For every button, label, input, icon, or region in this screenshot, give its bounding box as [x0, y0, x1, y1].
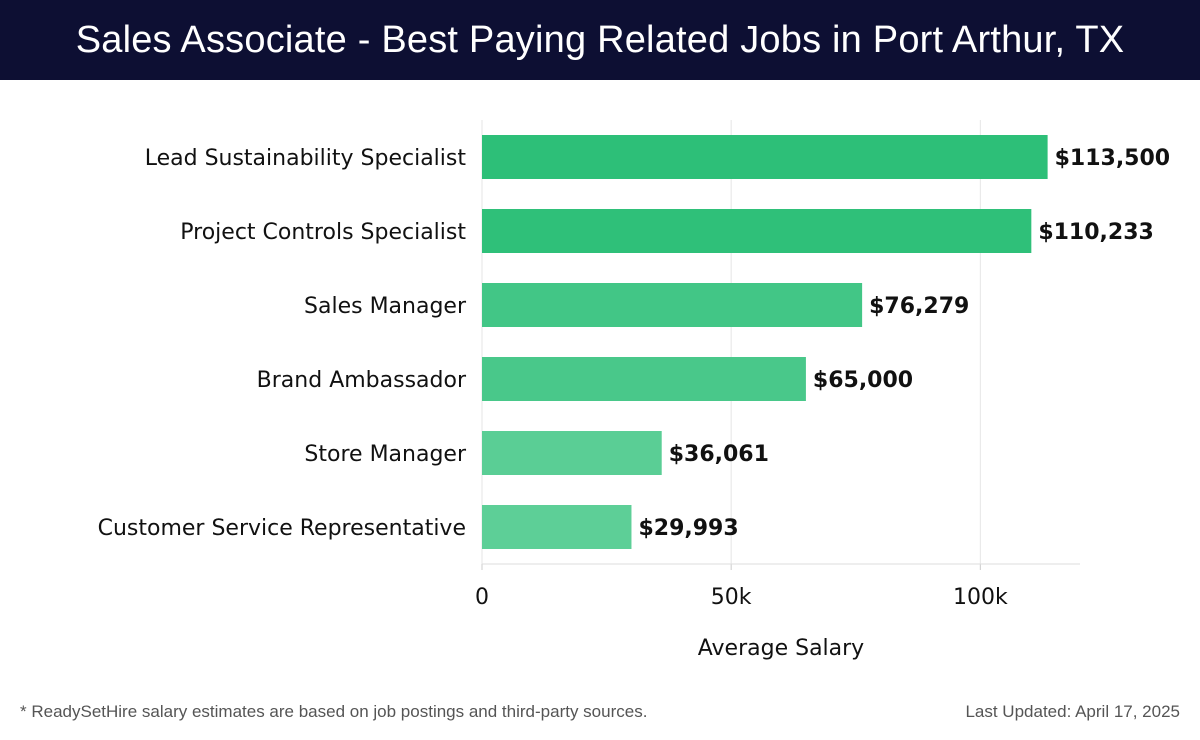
data-label: $113,500	[1055, 146, 1171, 171]
category-label: Store Manager	[304, 442, 467, 467]
bar	[482, 135, 1048, 179]
category-label: Brand Ambassador	[257, 368, 467, 393]
x-tick-label: 50k	[711, 585, 752, 610]
bar	[482, 431, 662, 475]
category-label: Project Controls Specialist	[180, 220, 466, 245]
salary-bar-chart: 0 50k 100k Average Salary Lead Sustainabilit…	[98, 120, 1171, 661]
x-axis-title: Average Salary	[698, 636, 864, 661]
chart-header: Sales Associate - Best Paying Related Jo…	[0, 0, 1200, 80]
data-label: $65,000	[813, 368, 913, 393]
bar	[482, 283, 863, 327]
category-label: Customer Service Representative	[98, 516, 466, 541]
data-label: $110,233	[1038, 220, 1154, 245]
x-tick-label: 100k	[953, 585, 1008, 610]
category-label: Sales Manager	[304, 294, 467, 319]
bar	[482, 505, 632, 549]
footer-note: * ReadySetHire salary estimates are base…	[20, 702, 648, 721]
data-label: $36,061	[669, 442, 769, 467]
data-label: $76,279	[869, 294, 969, 319]
chart-title: Sales Associate - Best Paying Related Jo…	[75, 18, 1125, 61]
data-label: $29,993	[638, 516, 738, 541]
last-updated: Last Updated: April 17, 2025	[965, 702, 1180, 721]
x-tick-label: 0	[475, 585, 489, 610]
category-label: Lead Sustainability Specialist	[145, 146, 467, 171]
bar	[482, 209, 1032, 253]
bar	[482, 357, 806, 401]
